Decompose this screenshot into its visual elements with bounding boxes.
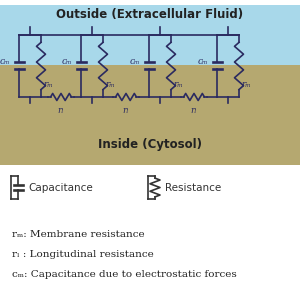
Text: Resistance: Resistance: [165, 183, 221, 193]
Text: rₘ: rₘ: [173, 80, 183, 89]
Text: rₗ: rₗ: [58, 106, 64, 115]
Text: cₘ: cₘ: [130, 57, 140, 67]
Text: rₗ : Longitudinal resistance: rₗ : Longitudinal resistance: [12, 250, 154, 259]
Text: Capacitance: Capacitance: [28, 183, 93, 193]
FancyBboxPatch shape: [0, 65, 300, 165]
Text: cₘ: Capacitance due to electrostatic forces: cₘ: Capacitance due to electrostatic for…: [12, 270, 237, 280]
Text: Outside (Extracellular Fluid): Outside (Extracellular Fluid): [56, 8, 244, 21]
Text: rₗ: rₗ: [123, 106, 129, 115]
Text: cₘ: cₘ: [197, 57, 208, 67]
Text: rₘ: rₘ: [105, 80, 115, 89]
FancyBboxPatch shape: [0, 5, 300, 165]
Text: cₘ: cₘ: [0, 57, 10, 67]
Text: rₘ: Membrane resistance: rₘ: Membrane resistance: [12, 230, 145, 239]
Text: rₘ: rₘ: [43, 80, 53, 89]
Text: cₘ: cₘ: [61, 57, 72, 67]
Text: Inside (Cytosol): Inside (Cytosol): [98, 139, 202, 151]
Text: rₗ: rₗ: [191, 106, 197, 115]
Text: rₘ: rₘ: [241, 80, 251, 89]
